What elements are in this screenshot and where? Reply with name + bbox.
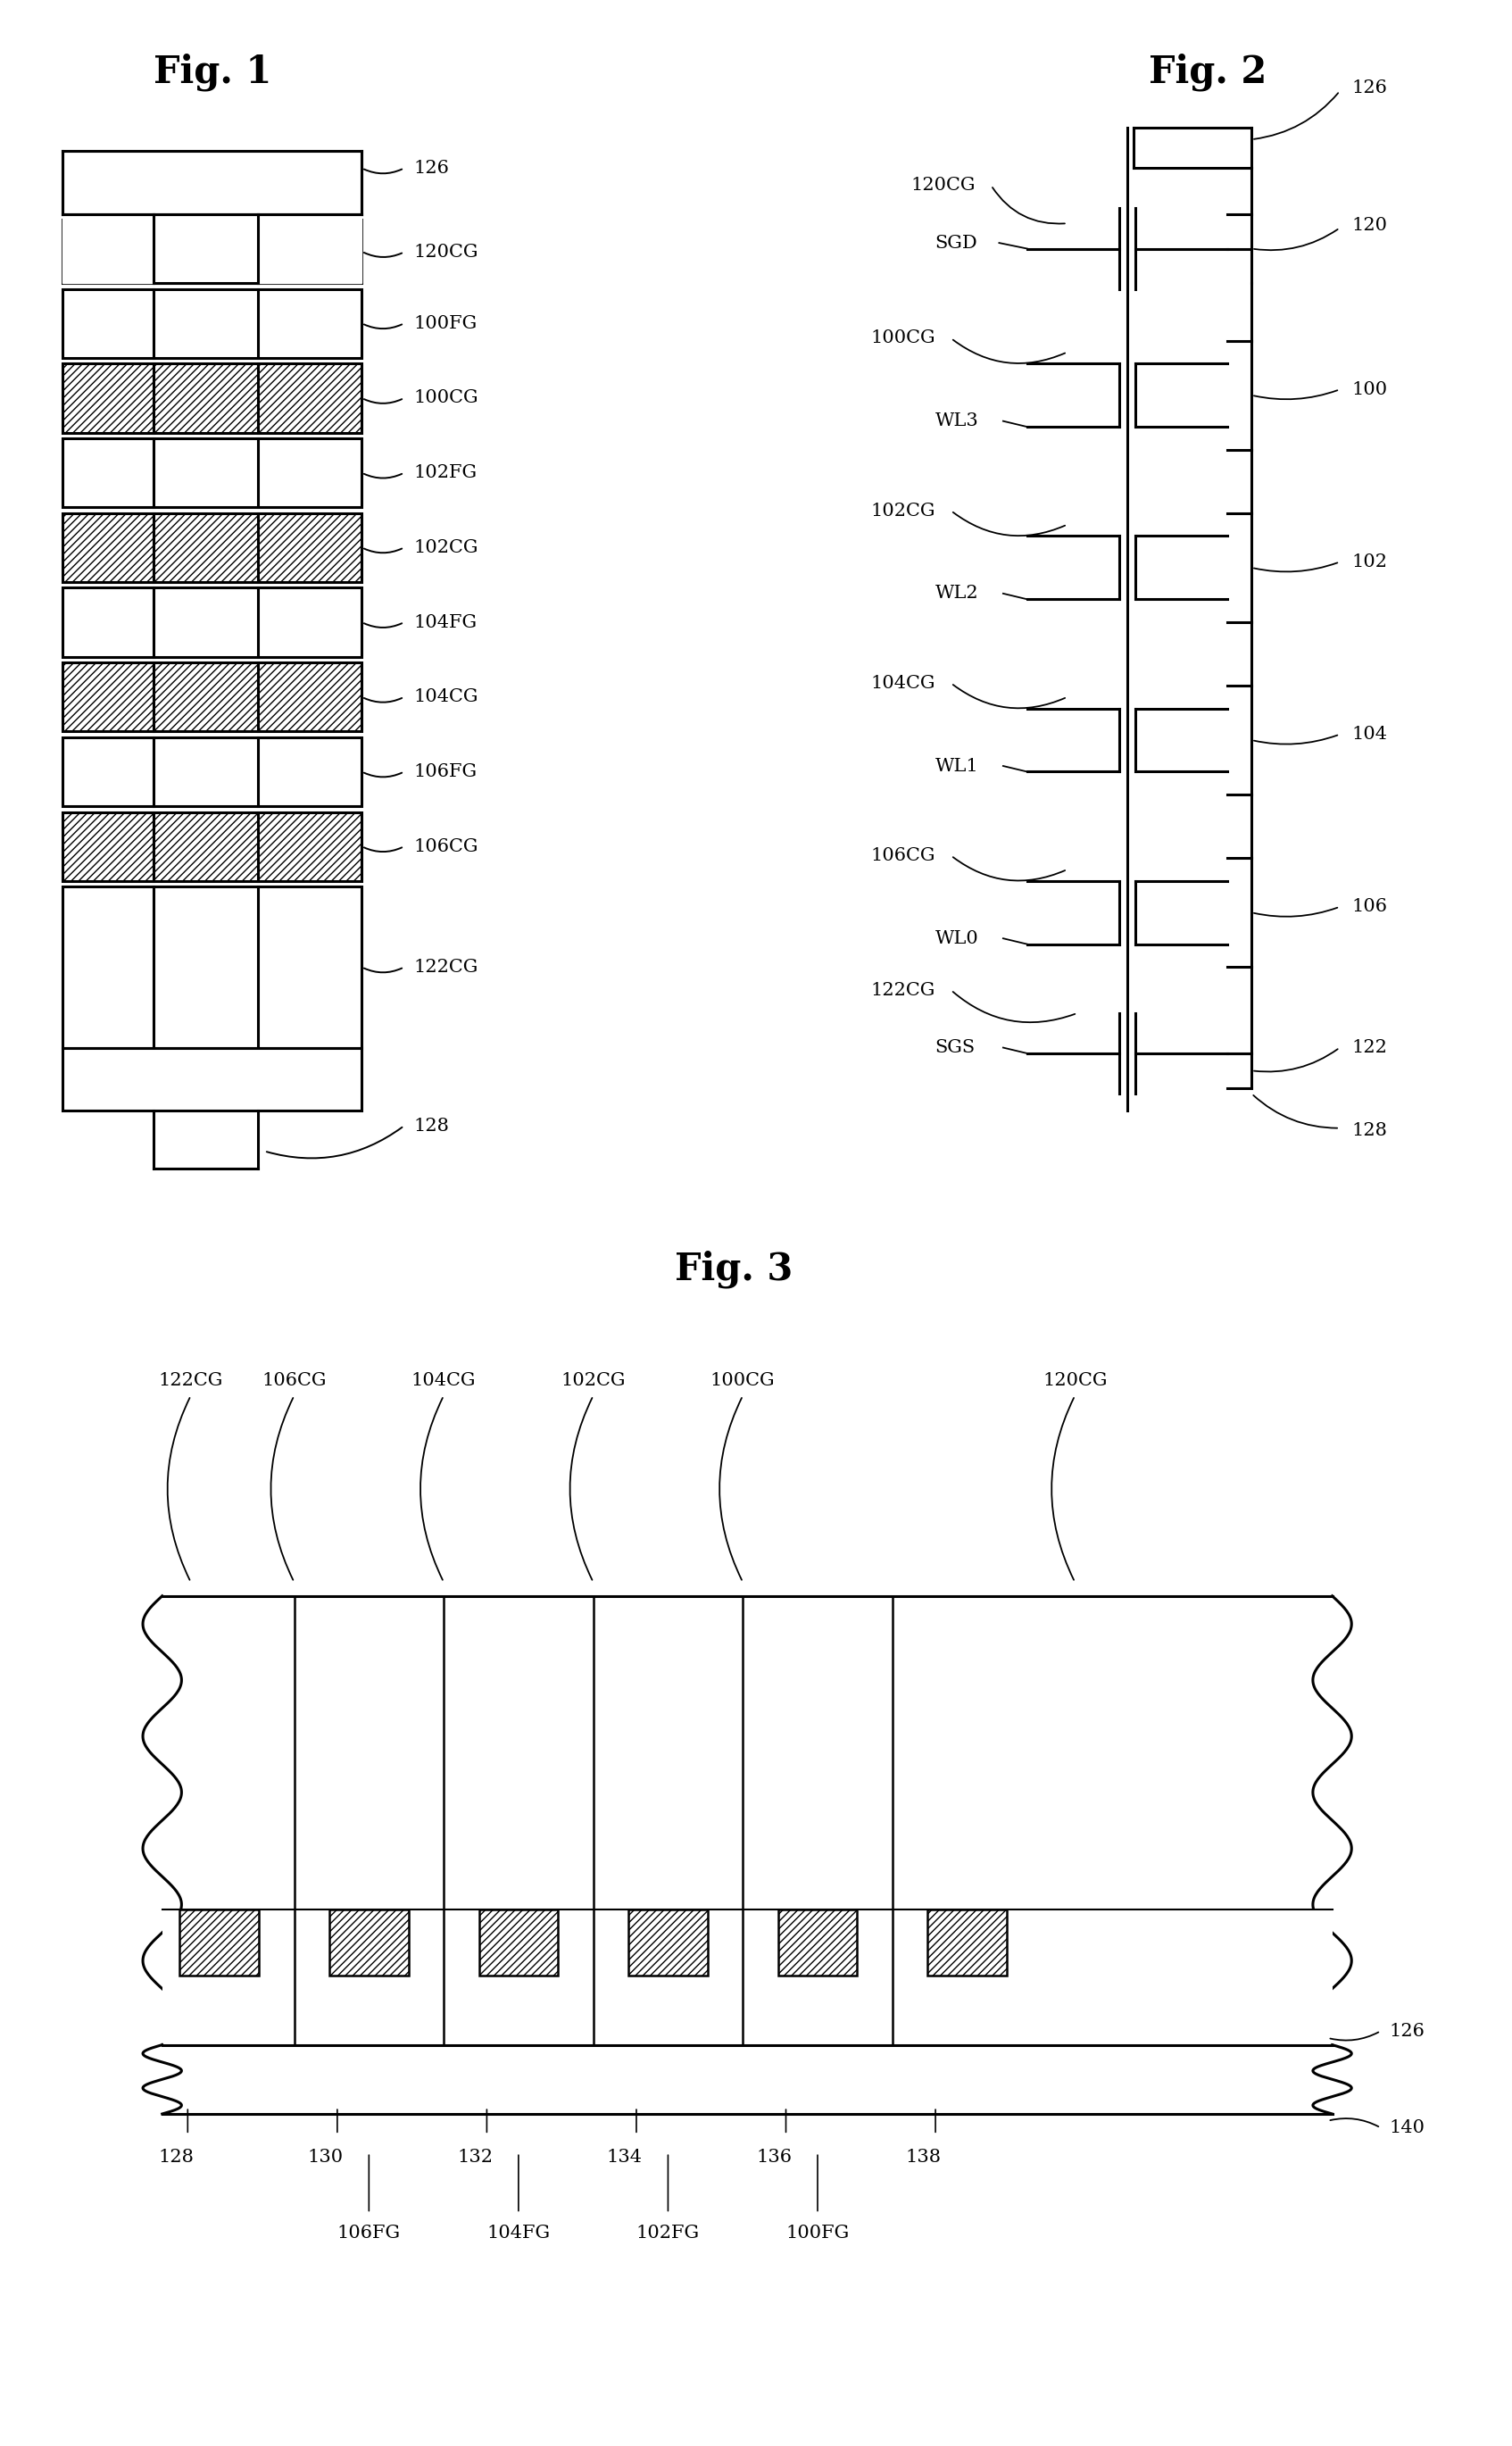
Text: 140: 140 <box>1390 2118 1426 2135</box>
Text: 134: 134 <box>606 2148 643 2165</box>
Text: 102CG: 102CG <box>414 538 478 555</box>
Text: 130: 130 <box>307 2148 343 2165</box>
Bar <box>64 220 154 284</box>
Text: 106CG: 106CG <box>871 846 936 863</box>
Text: 104FG: 104FG <box>414 614 478 631</box>
Bar <box>154 663 257 731</box>
Bar <box>154 438 257 506</box>
Bar <box>64 514 154 582</box>
Bar <box>64 438 154 506</box>
Bar <box>162 2045 1332 2113</box>
Text: 102FG: 102FG <box>637 2223 700 2241</box>
Bar <box>64 152 361 215</box>
Text: 106: 106 <box>1352 898 1388 915</box>
Bar <box>154 736 257 807</box>
Text: 106CG: 106CG <box>414 839 478 856</box>
Text: 122CG: 122CG <box>414 959 478 976</box>
Bar <box>927 1910 1007 1976</box>
Bar <box>257 663 361 731</box>
Text: Fig. 2: Fig. 2 <box>1149 54 1267 91</box>
Text: 102CG: 102CG <box>561 1372 626 1389</box>
Bar <box>64 587 154 658</box>
Text: 104: 104 <box>1352 726 1388 744</box>
Text: SGD: SGD <box>934 235 978 252</box>
Text: 102: 102 <box>1352 553 1388 570</box>
Text: 104CG: 104CG <box>414 687 478 704</box>
Bar <box>64 289 154 357</box>
Bar <box>154 215 257 284</box>
Polygon shape <box>64 215 154 284</box>
Bar <box>64 888 154 1047</box>
Text: 128: 128 <box>159 2148 194 2165</box>
Text: 106FG: 106FG <box>337 2223 401 2241</box>
Bar <box>257 514 361 582</box>
Bar <box>154 514 257 582</box>
Bar <box>154 364 257 433</box>
Text: Fig. 3: Fig. 3 <box>674 1250 792 1289</box>
Bar <box>479 1910 558 1976</box>
Polygon shape <box>257 215 361 284</box>
Bar <box>257 289 361 357</box>
Text: 128: 128 <box>1352 1123 1388 1140</box>
Text: WL3: WL3 <box>934 413 978 430</box>
Text: 100FG: 100FG <box>786 2223 850 2241</box>
Text: 100CG: 100CG <box>414 389 479 406</box>
Bar <box>257 364 361 433</box>
Text: 106FG: 106FG <box>414 763 478 780</box>
Bar <box>154 888 257 1047</box>
Bar <box>154 289 257 357</box>
Text: 120CG: 120CG <box>1043 1372 1107 1389</box>
Bar <box>330 1910 408 1976</box>
Bar <box>64 364 154 433</box>
Text: 126: 126 <box>414 159 449 176</box>
Bar <box>64 1047 361 1110</box>
Text: 106CG: 106CG <box>262 1372 327 1389</box>
Bar <box>779 1910 857 1976</box>
Text: 104CG: 104CG <box>871 675 936 692</box>
Text: 100FG: 100FG <box>414 316 478 333</box>
Text: WL1: WL1 <box>934 758 978 775</box>
Text: 132: 132 <box>457 2148 493 2165</box>
Bar <box>257 812 361 881</box>
Bar <box>64 812 154 881</box>
Text: 126: 126 <box>1390 2023 1424 2040</box>
Text: 100CG: 100CG <box>871 330 936 347</box>
Bar <box>257 587 361 658</box>
Text: 122CG: 122CG <box>159 1372 224 1389</box>
Text: 104CG: 104CG <box>411 1372 476 1389</box>
Bar <box>257 736 361 807</box>
Text: 138: 138 <box>906 2148 942 2165</box>
Bar <box>257 438 361 506</box>
Bar <box>257 888 361 1047</box>
Text: WL2: WL2 <box>934 585 978 602</box>
Text: 120CG: 120CG <box>910 176 975 193</box>
Bar <box>180 1910 259 1976</box>
Text: 122: 122 <box>1352 1040 1388 1057</box>
Bar <box>64 736 154 807</box>
Text: 104FG: 104FG <box>487 2223 550 2241</box>
Bar <box>64 663 154 731</box>
Text: 128: 128 <box>414 1118 449 1135</box>
Text: 120: 120 <box>1352 218 1388 235</box>
Text: SGS: SGS <box>934 1040 975 1057</box>
Text: 126: 126 <box>1352 78 1388 95</box>
Text: 102FG: 102FG <box>414 465 478 482</box>
Text: WL0: WL0 <box>934 929 978 947</box>
Text: 136: 136 <box>756 2148 792 2165</box>
Bar <box>154 220 257 284</box>
Bar <box>162 1910 1332 2045</box>
Bar <box>257 220 361 284</box>
Text: 102CG: 102CG <box>871 501 936 519</box>
Text: Fig. 1: Fig. 1 <box>153 54 271 91</box>
Bar <box>629 1910 708 1976</box>
Text: 120CG: 120CG <box>414 245 478 262</box>
Text: 122CG: 122CG <box>871 981 936 998</box>
Bar <box>154 587 257 658</box>
Bar <box>162 1595 1332 2045</box>
Bar <box>154 812 257 881</box>
Text: 100CG: 100CG <box>711 1372 776 1389</box>
Text: 100: 100 <box>1352 382 1388 399</box>
